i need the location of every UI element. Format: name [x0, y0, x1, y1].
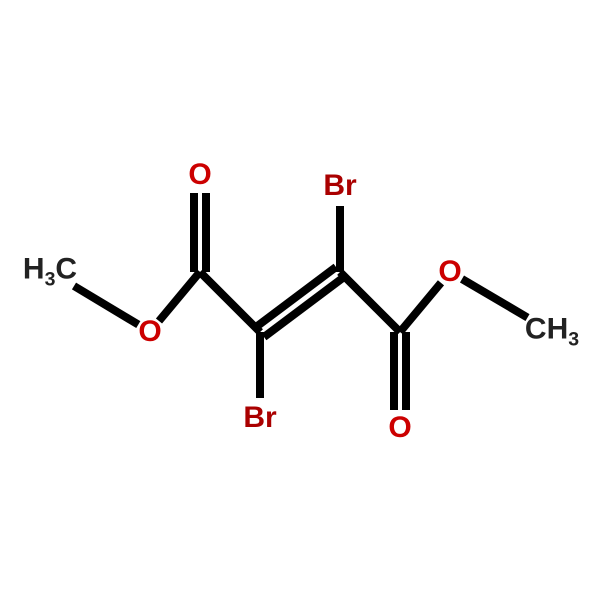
- atom-br_b: Br: [243, 401, 276, 435]
- atom-o_dl: O: [188, 158, 211, 192]
- bond-line: [460, 276, 530, 322]
- bond-line: [337, 269, 403, 335]
- molecule-diagram: H3C O O Br Br O O CH3: [0, 0, 600, 600]
- atom-ch3_l: H3C: [23, 253, 77, 292]
- atom-o_r: O: [438, 255, 461, 289]
- atom-o_dr: O: [388, 411, 411, 445]
- atom-br_t: Br: [323, 169, 356, 203]
- bond-line: [397, 280, 444, 334]
- bond-line: [336, 206, 344, 272]
- bond-line: [197, 269, 263, 335]
- atom-o_l: O: [138, 315, 161, 349]
- bond-line: [202, 193, 210, 272]
- bond-line: [254, 264, 339, 330]
- bond-line: [156, 269, 203, 323]
- bond-line: [190, 193, 198, 272]
- bond-line: [72, 283, 140, 328]
- bond-line: [390, 332, 398, 410]
- bond-line: [402, 332, 410, 410]
- atom-ch3_r: CH3: [525, 313, 579, 352]
- bond-line: [256, 332, 264, 398]
- bond-line: [261, 274, 346, 340]
